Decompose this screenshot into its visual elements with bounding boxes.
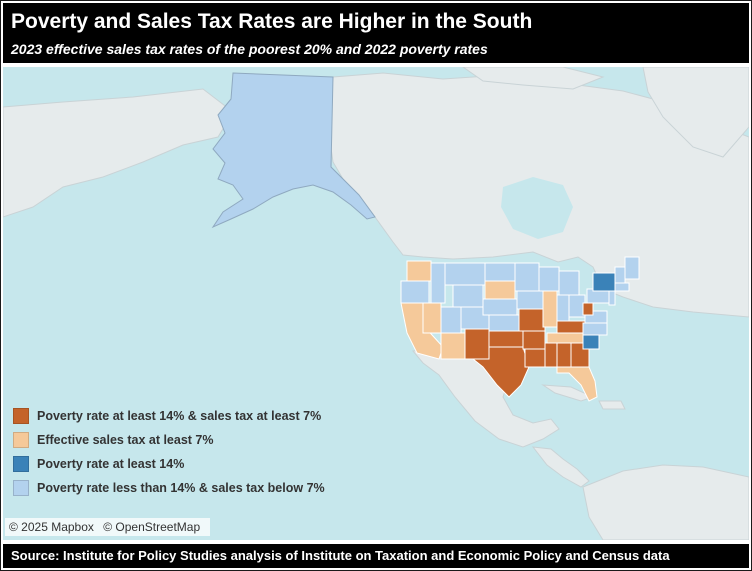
osm-attribution-link[interactable]: © OpenStreetMap	[103, 520, 201, 534]
state-kansas	[488, 314, 520, 332]
state-minnesota	[514, 262, 540, 292]
state-new-jersey	[608, 290, 616, 306]
russia-east	[3, 88, 234, 218]
state-wisconsin	[538, 266, 560, 292]
footer-bar: Source: Institute for Policy Studies ana…	[3, 544, 749, 568]
state-nevada	[422, 302, 442, 334]
state-alabama	[556, 342, 572, 368]
hudson-bay	[501, 177, 573, 239]
legend-label: Poverty rate at least 14%	[37, 457, 185, 471]
south-america	[582, 464, 749, 540]
state-south-dakota	[484, 280, 516, 300]
state-vermont-nh	[614, 266, 626, 284]
state-louisiana	[524, 348, 548, 368]
legend-swatch-high-both	[13, 408, 29, 424]
state-arkansas	[522, 330, 546, 350]
source-note: Source: Institute for Policy Studies ana…	[11, 548, 670, 563]
state-new-mexico	[464, 328, 490, 360]
alaska	[211, 72, 376, 229]
state-missouri	[518, 308, 546, 332]
mapbox-attribution-link[interactable]: © 2025 Mapbox	[9, 520, 94, 534]
map-attribution: © 2025 Mapbox © OpenStreetMap	[5, 518, 211, 536]
state-south-carolina	[582, 334, 600, 350]
state-indiana	[556, 294, 570, 322]
legend-item-high-tax: Effective sales tax at least 7%	[13, 428, 325, 452]
state-washington	[406, 260, 432, 282]
legend-label: Effective sales tax at least 7%	[37, 433, 214, 447]
legend-label: Poverty rate at least 14% & sales tax at…	[37, 409, 322, 423]
state-utah	[440, 306, 462, 334]
state-wyoming	[452, 284, 484, 308]
state-idaho	[430, 262, 446, 304]
state-illinois	[542, 290, 558, 328]
state-oregon	[400, 280, 430, 304]
map-title: Poverty and Sales Tax Rates are Higher i…	[11, 10, 533, 33]
legend: Poverty rate at least 14% & sales tax at…	[13, 404, 325, 500]
arctic-islands	[462, 67, 605, 90]
state-arizona	[440, 332, 466, 360]
legend-swatch-high-poverty	[13, 456, 29, 472]
state-tennessee	[546, 332, 584, 344]
legend-swatch-low-both	[13, 480, 29, 496]
legend-item-high-both: Poverty rate at least 14% & sales tax at…	[13, 404, 325, 428]
legend-item-low-both: Poverty rate less than 14% & sales tax b…	[13, 476, 325, 500]
map-subtitle: 2023 effective sales tax rates of the po…	[11, 41, 488, 57]
state-mississippi	[544, 342, 558, 368]
state-nebraska	[482, 298, 518, 316]
state-massachusetts	[614, 282, 630, 292]
state-montana	[444, 262, 486, 286]
legend-item-high-poverty: Poverty rate at least 14%	[13, 452, 325, 476]
state-iowa	[516, 290, 544, 310]
state-new-york	[592, 272, 616, 292]
state-oklahoma	[488, 330, 524, 348]
cuba	[541, 384, 595, 402]
state-north-dakota	[484, 262, 516, 282]
greenland	[642, 67, 749, 158]
state-florida	[556, 366, 598, 402]
us-states	[400, 256, 640, 402]
state-north-carolina	[582, 322, 608, 336]
header-bar: Poverty and Sales Tax Rates are Higher i…	[3, 3, 749, 63]
map-svg	[3, 67, 749, 540]
map-canvas[interactable]: Poverty rate at least 14% & sales tax at…	[3, 67, 749, 540]
legend-swatch-high-tax	[13, 432, 29, 448]
hispaniola	[598, 400, 626, 410]
state-west-virginia	[582, 302, 594, 316]
central-america	[531, 446, 590, 488]
state-maine	[624, 256, 640, 280]
legend-label: Poverty rate less than 14% & sales tax b…	[37, 481, 325, 495]
state-michigan	[558, 270, 580, 296]
